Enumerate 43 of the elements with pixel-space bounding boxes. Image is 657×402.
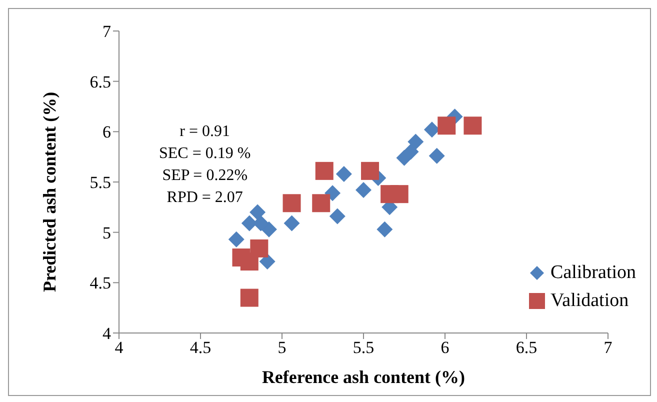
y-tick-label: 7 bbox=[102, 22, 112, 42]
y-tick-label: 5.5 bbox=[90, 173, 111, 192]
y-tick-label: 4.5 bbox=[90, 274, 111, 293]
point bbox=[228, 231, 244, 248]
point bbox=[312, 194, 330, 212]
annotation: RPD = 2.07 bbox=[166, 188, 244, 208]
x-tick-label: 5 bbox=[278, 338, 286, 358]
point bbox=[250, 204, 266, 220]
point bbox=[329, 208, 346, 224]
x-tick-label: 6.5 bbox=[516, 338, 538, 358]
legend-label: Validation bbox=[550, 289, 629, 313]
x-tick-label: 6 bbox=[440, 338, 450, 358]
annotation: SEC = 0.19 % bbox=[159, 144, 251, 164]
point bbox=[428, 148, 445, 164]
y-tick-label: 4 bbox=[102, 324, 112, 344]
annotation: SEP = 0.22% bbox=[161, 166, 249, 186]
point bbox=[396, 150, 412, 166]
annotation: r = 0.91 bbox=[178, 122, 232, 142]
point bbox=[361, 162, 380, 180]
x-tick-label: 4.5 bbox=[190, 338, 212, 358]
y-axis-title: Predicted ash content (%) bbox=[39, 92, 60, 292]
point bbox=[324, 185, 341, 202]
point bbox=[438, 116, 456, 135]
legend-label: Calibration bbox=[550, 261, 636, 285]
point bbox=[240, 288, 258, 307]
point bbox=[380, 185, 399, 204]
x-tick-label: 5.5 bbox=[352, 338, 374, 358]
point bbox=[408, 134, 424, 150]
point bbox=[464, 116, 482, 135]
point bbox=[315, 162, 334, 180]
point bbox=[259, 254, 276, 270]
point bbox=[424, 122, 440, 138]
point bbox=[376, 221, 393, 238]
x-tick-label: 4 bbox=[114, 338, 124, 358]
y-tick-label: 6.5 bbox=[90, 72, 111, 92]
y-tick-label: 6 bbox=[102, 122, 111, 142]
y-tick-label: 5 bbox=[102, 223, 111, 242]
point bbox=[356, 182, 372, 198]
x-tick-label: 7 bbox=[604, 338, 613, 358]
x-axis-title: Reference ash content (%) bbox=[262, 367, 466, 387]
point bbox=[336, 166, 352, 182]
point bbox=[282, 194, 301, 212]
point bbox=[284, 215, 300, 232]
